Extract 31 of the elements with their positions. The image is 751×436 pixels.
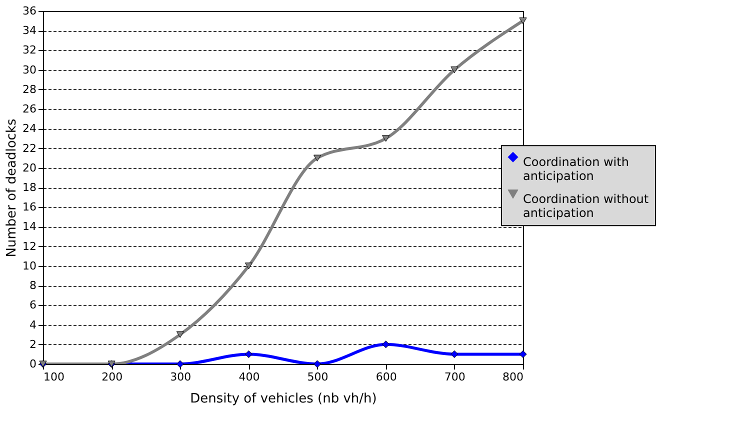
y-tick-label: 0 bbox=[30, 358, 36, 370]
y-tick-label: 2 bbox=[30, 338, 36, 351]
legend-label: Coordination without anticipation bbox=[523, 192, 649, 220]
x-tick-label: 100 bbox=[44, 370, 64, 384]
x-axis-title: Density of vehicles (nb vh/h) bbox=[190, 392, 377, 406]
y-tick-label: 6 bbox=[30, 298, 36, 312]
y-tick-label: 8 bbox=[30, 279, 36, 292]
x-tick-label: 400 bbox=[238, 370, 260, 384]
legend-label: Coordination with anticipation bbox=[523, 155, 629, 184]
y-tick-label: 36 bbox=[22, 4, 36, 18]
y-tick-label: 10 bbox=[22, 259, 36, 272]
x-tick-label: 200 bbox=[102, 370, 123, 384]
y-tick-label: 18 bbox=[22, 181, 36, 194]
x-tick-label: 700 bbox=[444, 370, 466, 384]
y-tick-label: 30 bbox=[22, 63, 36, 76]
y-axis-title: Number of deadlocks bbox=[4, 118, 20, 258]
y-tick-label: 14 bbox=[22, 220, 36, 234]
y-tick-label: 24 bbox=[22, 122, 36, 136]
y-tick-label: 4 bbox=[30, 318, 36, 332]
x-tick-label: 500 bbox=[307, 370, 328, 384]
y-tick-label: 26 bbox=[22, 102, 36, 116]
y-tick-label: 32 bbox=[22, 44, 36, 57]
y-tick-label: 16 bbox=[22, 200, 36, 214]
x-tick-label: 600 bbox=[376, 370, 397, 384]
y-tick-label: 12 bbox=[22, 240, 36, 253]
y-tick-label: 22 bbox=[22, 142, 36, 155]
y-tick-label: 28 bbox=[22, 82, 36, 96]
y-tick-label: 34 bbox=[22, 24, 36, 38]
y-tick-label: 20 bbox=[22, 161, 36, 174]
x-tick-label: 300 bbox=[170, 370, 192, 384]
x-tick-label: 800 bbox=[502, 370, 524, 384]
